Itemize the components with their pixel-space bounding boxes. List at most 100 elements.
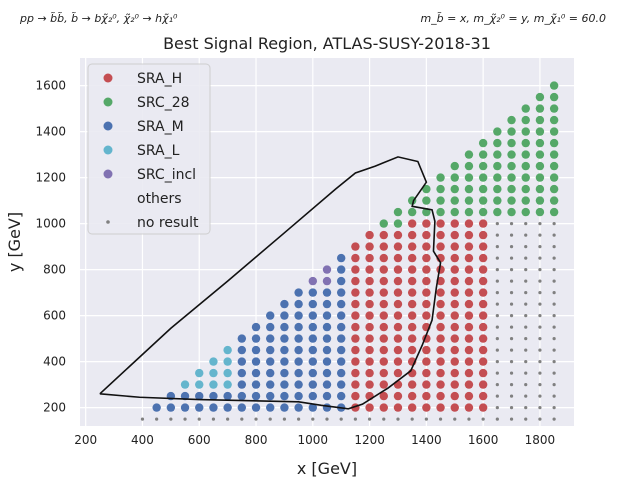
point-sra_h bbox=[478, 322, 488, 332]
point-sra_m bbox=[251, 403, 261, 412]
point-src_28 bbox=[478, 150, 488, 159]
x-tick-label: 1800 bbox=[525, 433, 556, 447]
point-sra_m bbox=[294, 322, 303, 332]
point-sra_m bbox=[266, 380, 275, 389]
point-sra_h bbox=[393, 265, 403, 274]
point-src_28 bbox=[493, 127, 502, 136]
point-no-result bbox=[396, 417, 400, 421]
point-sra_h bbox=[379, 345, 388, 355]
point-sra_h bbox=[450, 334, 459, 343]
legend-marker bbox=[106, 220, 110, 224]
point-no-result bbox=[524, 394, 528, 398]
point-no-result bbox=[509, 348, 514, 352]
point-no-result bbox=[495, 222, 499, 226]
point-sra_h bbox=[393, 345, 403, 355]
x-tick-label: 1200 bbox=[354, 433, 385, 447]
point-no-result bbox=[552, 337, 556, 341]
point-sra_m bbox=[251, 334, 261, 343]
point-no-result bbox=[538, 371, 542, 375]
point-src_28 bbox=[535, 115, 545, 125]
point-sra_m bbox=[294, 357, 303, 366]
point-sra_m bbox=[195, 391, 204, 401]
point-sra_h bbox=[464, 299, 474, 309]
point-sra_h bbox=[393, 230, 403, 240]
point-no-result bbox=[524, 348, 528, 352]
point-sra_h bbox=[464, 403, 474, 412]
point-src_28 bbox=[521, 127, 530, 136]
point-no-result bbox=[495, 325, 499, 329]
point-src_28 bbox=[422, 196, 431, 205]
point-no-result bbox=[495, 360, 499, 364]
y-tick-label: 1200 bbox=[35, 171, 66, 185]
point-sra_h bbox=[379, 288, 388, 297]
point-sra_h bbox=[436, 311, 445, 320]
point-no-result bbox=[495, 371, 499, 375]
point-no-result bbox=[197, 417, 201, 421]
point-sra_h bbox=[464, 219, 474, 228]
point-sra_h bbox=[436, 219, 445, 228]
point-sra_m bbox=[237, 345, 247, 355]
point-sra_h bbox=[379, 311, 388, 320]
point-no-result bbox=[169, 417, 173, 421]
point-sra_h bbox=[393, 368, 403, 378]
point-sra_m bbox=[280, 403, 289, 412]
point-src_28 bbox=[521, 207, 530, 217]
point-src_28 bbox=[549, 150, 559, 159]
point-sra_h bbox=[379, 368, 388, 378]
point-src_28 bbox=[464, 207, 474, 217]
point-src_28 bbox=[436, 184, 445, 194]
point-sra_h bbox=[379, 380, 388, 389]
y-tick-label: 1400 bbox=[35, 125, 66, 139]
point-no-result bbox=[155, 417, 159, 421]
point-sra_h bbox=[379, 403, 388, 412]
point-sra_h bbox=[464, 322, 474, 332]
point-src_28 bbox=[478, 138, 488, 148]
point-src_28 bbox=[535, 184, 545, 194]
point-sra_m bbox=[322, 345, 332, 355]
legend-marker bbox=[103, 121, 113, 131]
point-sra_h bbox=[422, 403, 431, 412]
point-sra_h bbox=[422, 265, 431, 274]
point-no-result bbox=[183, 417, 187, 421]
point-sra_h bbox=[422, 345, 431, 355]
point-sra_m bbox=[294, 311, 303, 320]
point-sra_m bbox=[322, 391, 332, 401]
point-sra_h bbox=[478, 334, 488, 343]
point-src_28 bbox=[535, 104, 545, 113]
point-sra_h bbox=[422, 276, 431, 286]
point-no-result bbox=[410, 417, 414, 421]
point-sra_h bbox=[436, 368, 445, 378]
point-sra_h bbox=[379, 322, 388, 332]
point-src_28 bbox=[493, 207, 502, 217]
point-sra_m bbox=[266, 322, 275, 332]
point-sra_m bbox=[336, 265, 346, 274]
point-sra_h bbox=[407, 253, 417, 263]
point-sra_h bbox=[450, 311, 459, 320]
point-src_28 bbox=[450, 196, 459, 205]
point-sra_h bbox=[450, 403, 459, 412]
point-no-result bbox=[481, 417, 485, 421]
point-src_incl bbox=[308, 276, 318, 286]
point-sra_h bbox=[351, 242, 360, 251]
point-sra_m bbox=[322, 368, 332, 378]
y-tick-label: 400 bbox=[43, 355, 66, 369]
point-no-result bbox=[538, 383, 542, 387]
point-sra_h bbox=[393, 380, 403, 389]
point-no-result bbox=[495, 279, 499, 283]
point-no-result bbox=[495, 245, 499, 249]
point-sra_m bbox=[266, 403, 275, 412]
point-sra_h bbox=[351, 334, 360, 343]
point-sra_h bbox=[365, 334, 374, 343]
point-sra_h bbox=[365, 322, 374, 332]
point-sra_m bbox=[336, 391, 346, 401]
point-sra_h bbox=[365, 311, 374, 320]
point-sra_h bbox=[365, 345, 374, 355]
point-sra_m bbox=[266, 357, 275, 366]
point-src_28 bbox=[478, 207, 488, 217]
point-no-result bbox=[538, 256, 542, 260]
point-no-result bbox=[509, 360, 514, 364]
point-sra_h bbox=[393, 403, 403, 412]
point-src_28 bbox=[478, 173, 488, 182]
point-src_28 bbox=[549, 196, 559, 205]
point-sra_l bbox=[223, 368, 232, 378]
